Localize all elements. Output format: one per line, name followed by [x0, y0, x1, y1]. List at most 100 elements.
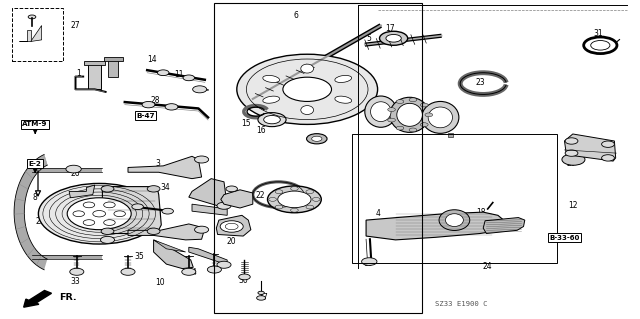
Polygon shape	[102, 187, 161, 234]
Circle shape	[182, 268, 196, 275]
Circle shape	[258, 291, 264, 294]
Circle shape	[565, 138, 578, 144]
Polygon shape	[189, 247, 227, 265]
Text: E-2: E-2	[29, 161, 42, 167]
Circle shape	[291, 187, 298, 190]
Circle shape	[291, 208, 298, 212]
Polygon shape	[128, 156, 202, 179]
Text: 3: 3	[156, 159, 161, 168]
Circle shape	[258, 113, 286, 127]
Text: 32: 32	[105, 214, 115, 223]
Text: 19: 19	[363, 259, 373, 268]
Text: 18: 18	[477, 208, 486, 217]
Ellipse shape	[445, 214, 463, 226]
Polygon shape	[69, 185, 95, 198]
Circle shape	[409, 128, 417, 132]
Polygon shape	[88, 64, 101, 89]
Circle shape	[66, 165, 81, 173]
Text: 36: 36	[236, 195, 246, 204]
Circle shape	[220, 221, 243, 232]
Polygon shape	[483, 218, 525, 234]
Circle shape	[83, 220, 95, 226]
Text: B-47: B-47	[137, 113, 155, 119]
Circle shape	[562, 154, 585, 165]
Circle shape	[420, 103, 428, 107]
Circle shape	[264, 115, 280, 124]
Polygon shape	[84, 61, 105, 65]
Text: 7: 7	[413, 219, 419, 228]
Polygon shape	[32, 168, 102, 172]
Circle shape	[38, 183, 160, 244]
Circle shape	[73, 211, 84, 217]
Ellipse shape	[301, 64, 314, 73]
Circle shape	[195, 226, 209, 233]
Circle shape	[565, 150, 578, 156]
Ellipse shape	[335, 96, 351, 103]
Bar	[12, 8, 63, 61]
Circle shape	[306, 205, 314, 209]
Circle shape	[217, 202, 231, 209]
Circle shape	[237, 54, 378, 124]
Circle shape	[162, 208, 173, 214]
Polygon shape	[154, 240, 193, 269]
Polygon shape	[216, 215, 251, 236]
Polygon shape	[19, 30, 31, 41]
Circle shape	[93, 211, 106, 217]
Circle shape	[239, 274, 250, 280]
Polygon shape	[189, 179, 227, 206]
Text: ATM-9: ATM-9	[22, 122, 48, 127]
Polygon shape	[104, 57, 123, 61]
Polygon shape	[128, 224, 205, 240]
Text: 4: 4	[375, 209, 380, 218]
Text: 15: 15	[241, 119, 251, 128]
Text: 10: 10	[155, 278, 165, 287]
Text: 37: 37	[259, 293, 269, 302]
Circle shape	[193, 86, 207, 93]
Circle shape	[114, 211, 125, 217]
Circle shape	[157, 70, 169, 76]
Bar	[214, 3, 422, 313]
Text: 25: 25	[35, 217, 45, 226]
Circle shape	[142, 101, 155, 108]
Circle shape	[104, 202, 115, 208]
Text: SZ33 E1900 C: SZ33 E1900 C	[435, 301, 487, 307]
Circle shape	[183, 75, 195, 81]
Text: 6: 6	[294, 11, 299, 20]
Text: 1: 1	[76, 69, 81, 78]
Polygon shape	[564, 134, 616, 161]
Polygon shape	[14, 154, 47, 270]
Text: B-33-60: B-33-60	[549, 235, 580, 241]
Circle shape	[275, 205, 283, 209]
Ellipse shape	[422, 101, 459, 133]
Text: 14: 14	[147, 55, 157, 63]
Circle shape	[70, 268, 84, 275]
Ellipse shape	[335, 75, 351, 83]
Polygon shape	[31, 26, 42, 41]
Text: 5: 5	[367, 34, 372, 43]
Circle shape	[425, 113, 433, 117]
Circle shape	[67, 198, 131, 230]
Ellipse shape	[371, 102, 391, 122]
Ellipse shape	[263, 75, 280, 83]
Text: 16: 16	[256, 126, 266, 135]
Text: 24: 24	[483, 262, 493, 271]
Circle shape	[225, 223, 238, 230]
Text: 34: 34	[161, 183, 171, 192]
Polygon shape	[221, 190, 253, 208]
Circle shape	[386, 34, 401, 42]
Text: 26: 26	[70, 169, 80, 178]
Text: 30: 30	[238, 276, 248, 285]
Ellipse shape	[301, 106, 314, 115]
Text: 20: 20	[226, 237, 236, 246]
Text: 13: 13	[310, 137, 320, 145]
Circle shape	[147, 186, 160, 192]
Ellipse shape	[397, 103, 422, 126]
Polygon shape	[32, 255, 102, 259]
Circle shape	[207, 266, 221, 273]
Circle shape	[396, 100, 404, 103]
Circle shape	[28, 15, 36, 19]
Circle shape	[100, 236, 115, 243]
Circle shape	[217, 261, 231, 268]
Text: 22: 22	[256, 191, 265, 200]
Text: 27: 27	[70, 21, 81, 30]
